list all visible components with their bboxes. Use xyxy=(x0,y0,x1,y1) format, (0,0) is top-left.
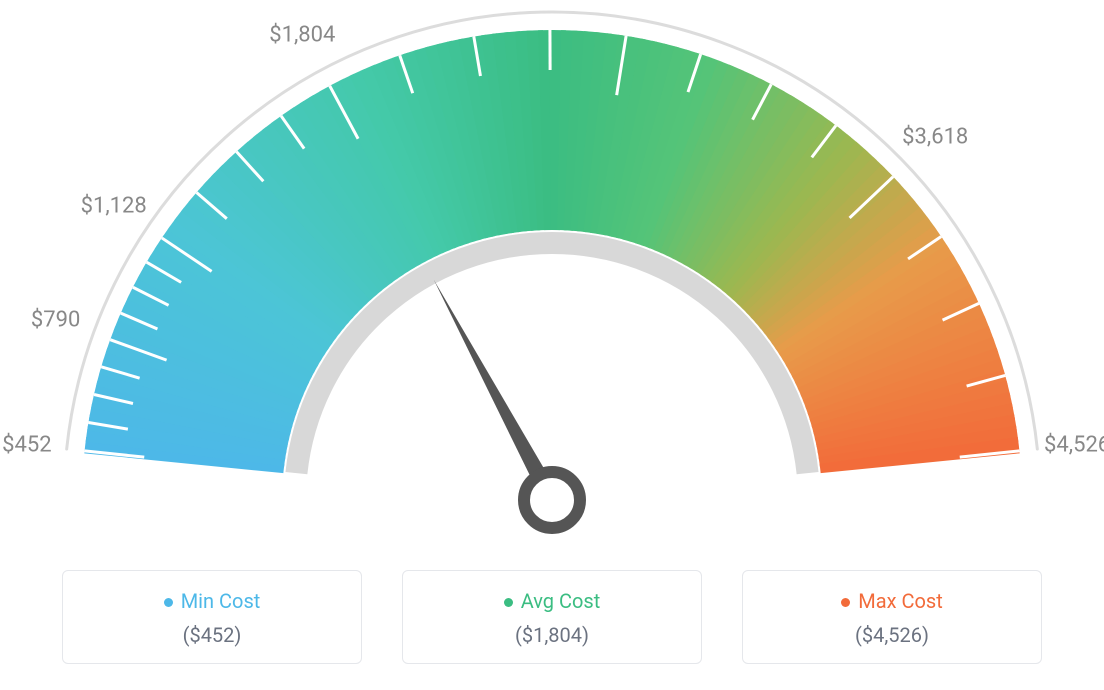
gauge-tick-label: $790 xyxy=(31,307,80,332)
gauge-tick-label: $452 xyxy=(2,432,51,457)
gauge-tick-label: $4,526 xyxy=(1044,432,1104,457)
legend-card-max: Max Cost ($4,526) xyxy=(742,570,1042,664)
legend-title-text: Min Cost xyxy=(181,589,261,613)
gauge-svg xyxy=(0,0,1104,560)
legend-card-avg: Avg Cost ($1,804) xyxy=(402,570,702,664)
legend-row: Min Cost ($452) Avg Cost ($1,804) Max Cost ($… xyxy=(0,570,1104,664)
legend-dot-icon xyxy=(164,598,173,607)
legend-value: ($452) xyxy=(73,623,351,647)
gauge-tick-label: $1,804 xyxy=(269,22,335,47)
legend-title: Min Cost xyxy=(73,589,351,613)
legend-title: Avg Cost xyxy=(413,589,691,613)
legend-card-min: Min Cost ($452) xyxy=(62,570,362,664)
legend-dot-icon xyxy=(504,598,513,607)
legend-value: ($1,804) xyxy=(413,623,691,647)
gauge-tick-label: $3,618 xyxy=(902,124,968,149)
legend-title: Max Cost xyxy=(753,589,1031,613)
legend-title-text: Avg Cost xyxy=(521,589,601,613)
legend-value: ($4,526) xyxy=(753,623,1031,647)
legend-dot-icon xyxy=(841,598,850,607)
needle-hub xyxy=(524,472,580,528)
gauge-chart: $452$790$1,128$1,804$2,711$3,618$4,526 xyxy=(0,0,1104,560)
gauge-tick-label: $1,128 xyxy=(81,193,147,218)
legend-title-text: Max Cost xyxy=(858,589,943,613)
